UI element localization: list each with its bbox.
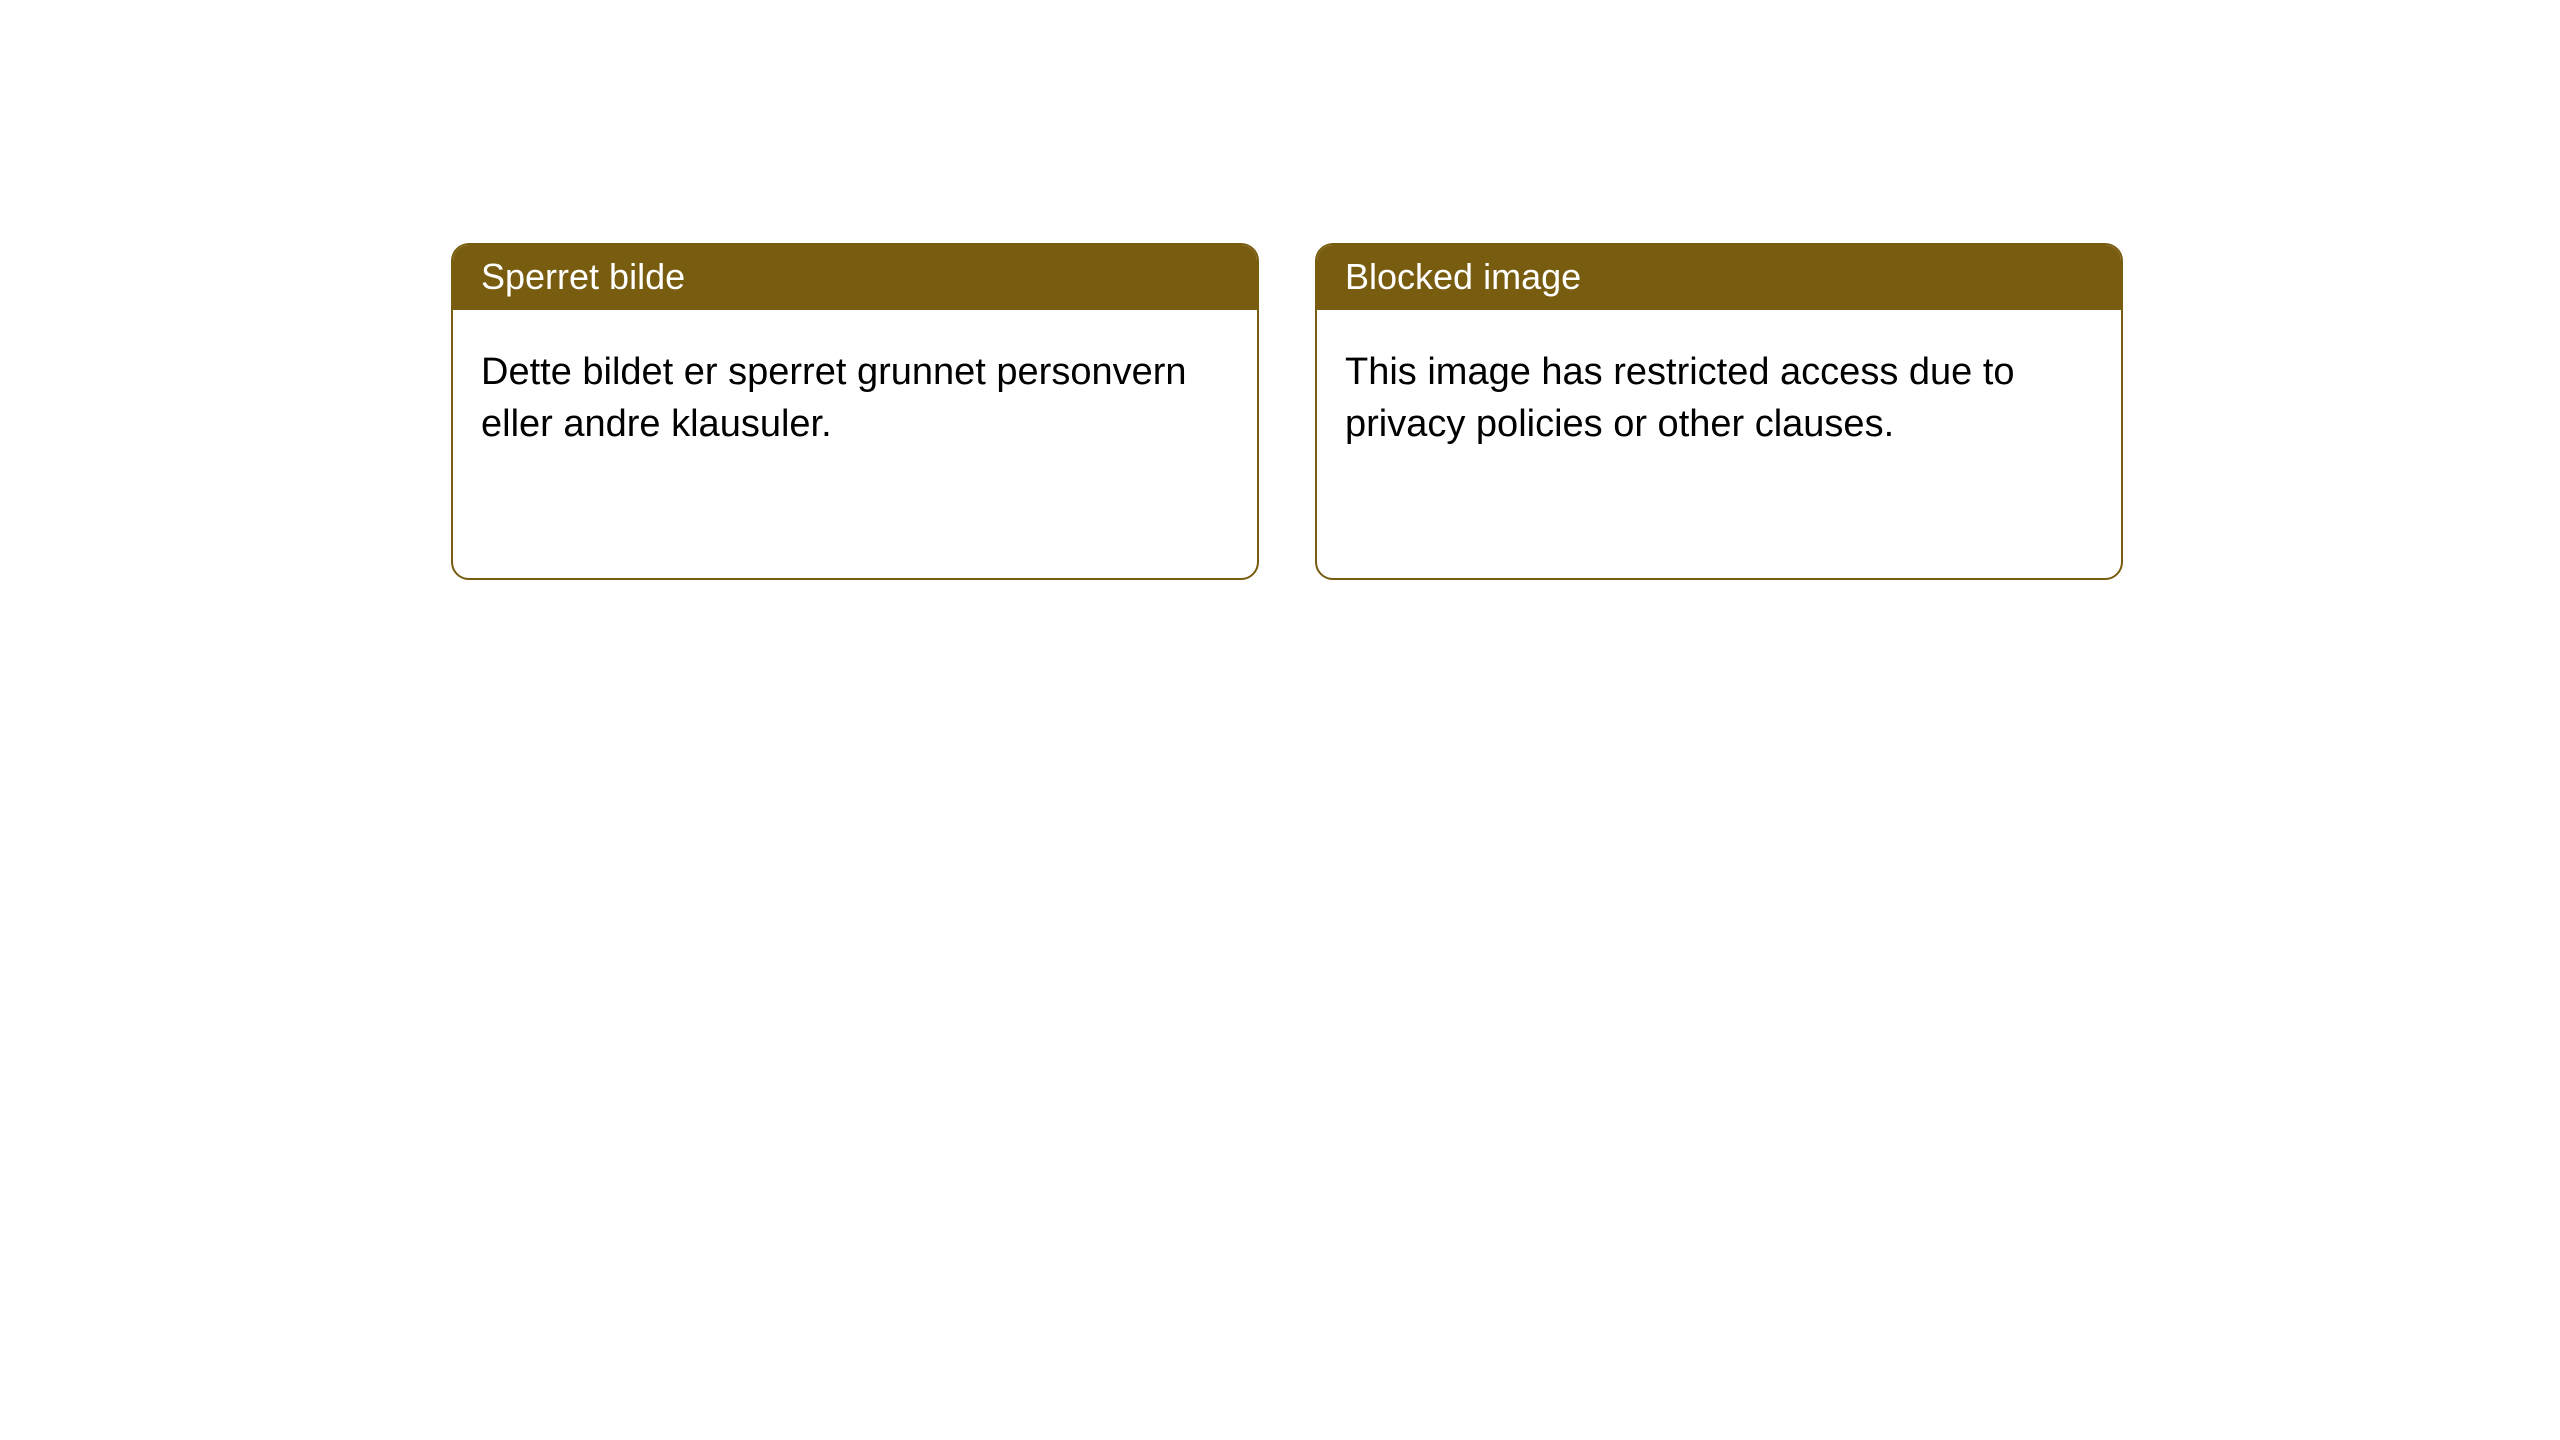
notice-card-norwegian: Sperret bilde Dette bildet er sperret gr… [451, 243, 1259, 580]
notice-header: Sperret bilde [453, 245, 1257, 310]
notice-text: This image has restricted access due to … [1345, 346, 2093, 450]
notice-title: Blocked image [1345, 256, 1581, 297]
notice-header: Blocked image [1317, 245, 2121, 310]
notice-body: Dette bildet er sperret grunnet personve… [453, 310, 1257, 578]
notice-container: Sperret bilde Dette bildet er sperret gr… [0, 0, 2560, 580]
notice-text: Dette bildet er sperret grunnet personve… [481, 346, 1229, 450]
notice-title: Sperret bilde [481, 256, 685, 297]
notice-body: This image has restricted access due to … [1317, 310, 2121, 578]
notice-card-english: Blocked image This image has restricted … [1315, 243, 2123, 580]
